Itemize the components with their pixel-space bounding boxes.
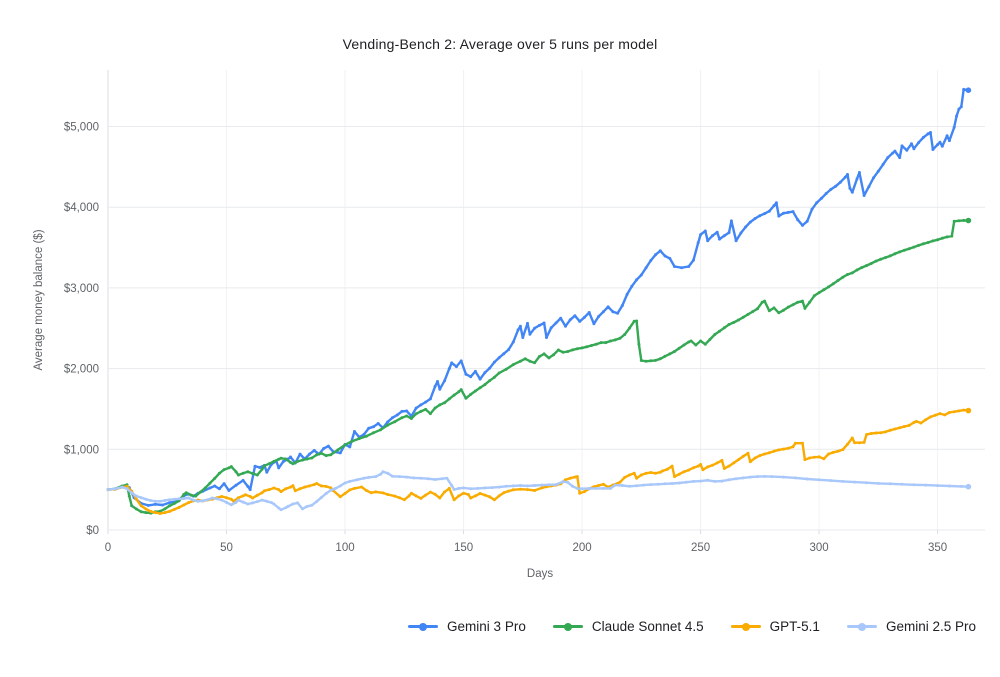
x-axis-title: Days [526,568,554,580]
x-tick-label: 350 [928,542,947,554]
series-gemini-3-pro [106,87,972,507]
legend-marker-icon [846,622,877,631]
x-tick-label: 150 [454,542,473,554]
series-gemini-2-5-pro [106,470,972,512]
legend-marker-icon [408,622,439,631]
tick-labels: $0 $1,000 $2,000 $3,000 $4,000 $5,000 0 50 100 15… [64,121,947,554]
legend-marker-icon [552,622,583,631]
y-tick-label: $0 [86,525,99,537]
x-tick-label: 0 [105,542,111,554]
series-claude-sonnet-4-5 [106,217,972,515]
legend-marker-icon [730,622,761,631]
y-tick-label: $4,000 [64,202,99,214]
legend-label: GPT-5.1 [769,619,820,634]
y-tick-label: $1,000 [64,444,99,456]
legend-label: Claude Sonnet 4.5 [591,619,704,634]
legend-item-gpt-5-1: GPT-5.1 [730,619,820,634]
y-tick-label: $5,000 [64,121,99,133]
legend-label: Gemini 3 Pro [447,619,526,634]
x-tick-label: 250 [691,542,710,554]
legend-label: Gemini 2.5 Pro [885,619,976,634]
y-gridlines [108,125,985,531]
legend-item-claude-sonnet-4-5: Claude Sonnet 4.5 [552,619,704,634]
plot-area: $0 $1,000 $2,000 $3,000 $4,000 $5,000 0 50 100 15… [64,70,985,554]
chart-title: Vending-Bench 2: Average over 5 runs per… [342,36,658,52]
x-tick-label: 300 [809,542,828,554]
x-tick-label: 50 [220,542,233,554]
y-tick-label: $2,000 [64,364,99,376]
series-gpt-5-1 [106,407,972,515]
x-tick-label: 200 [572,542,591,554]
legend-item-gemini-3-pro: Gemini 3 Pro [408,619,526,634]
y-tick-label: $3,000 [64,283,99,295]
x-gridlines [107,70,939,534]
x-tick-label: 100 [335,542,354,554]
legend-item-gemini-2-5-pro: Gemini 2.5 Pro [846,619,976,634]
legend: Gemini 3 Pro Claude Sonnet 4.5 GPT-5.1 G… [408,619,976,634]
